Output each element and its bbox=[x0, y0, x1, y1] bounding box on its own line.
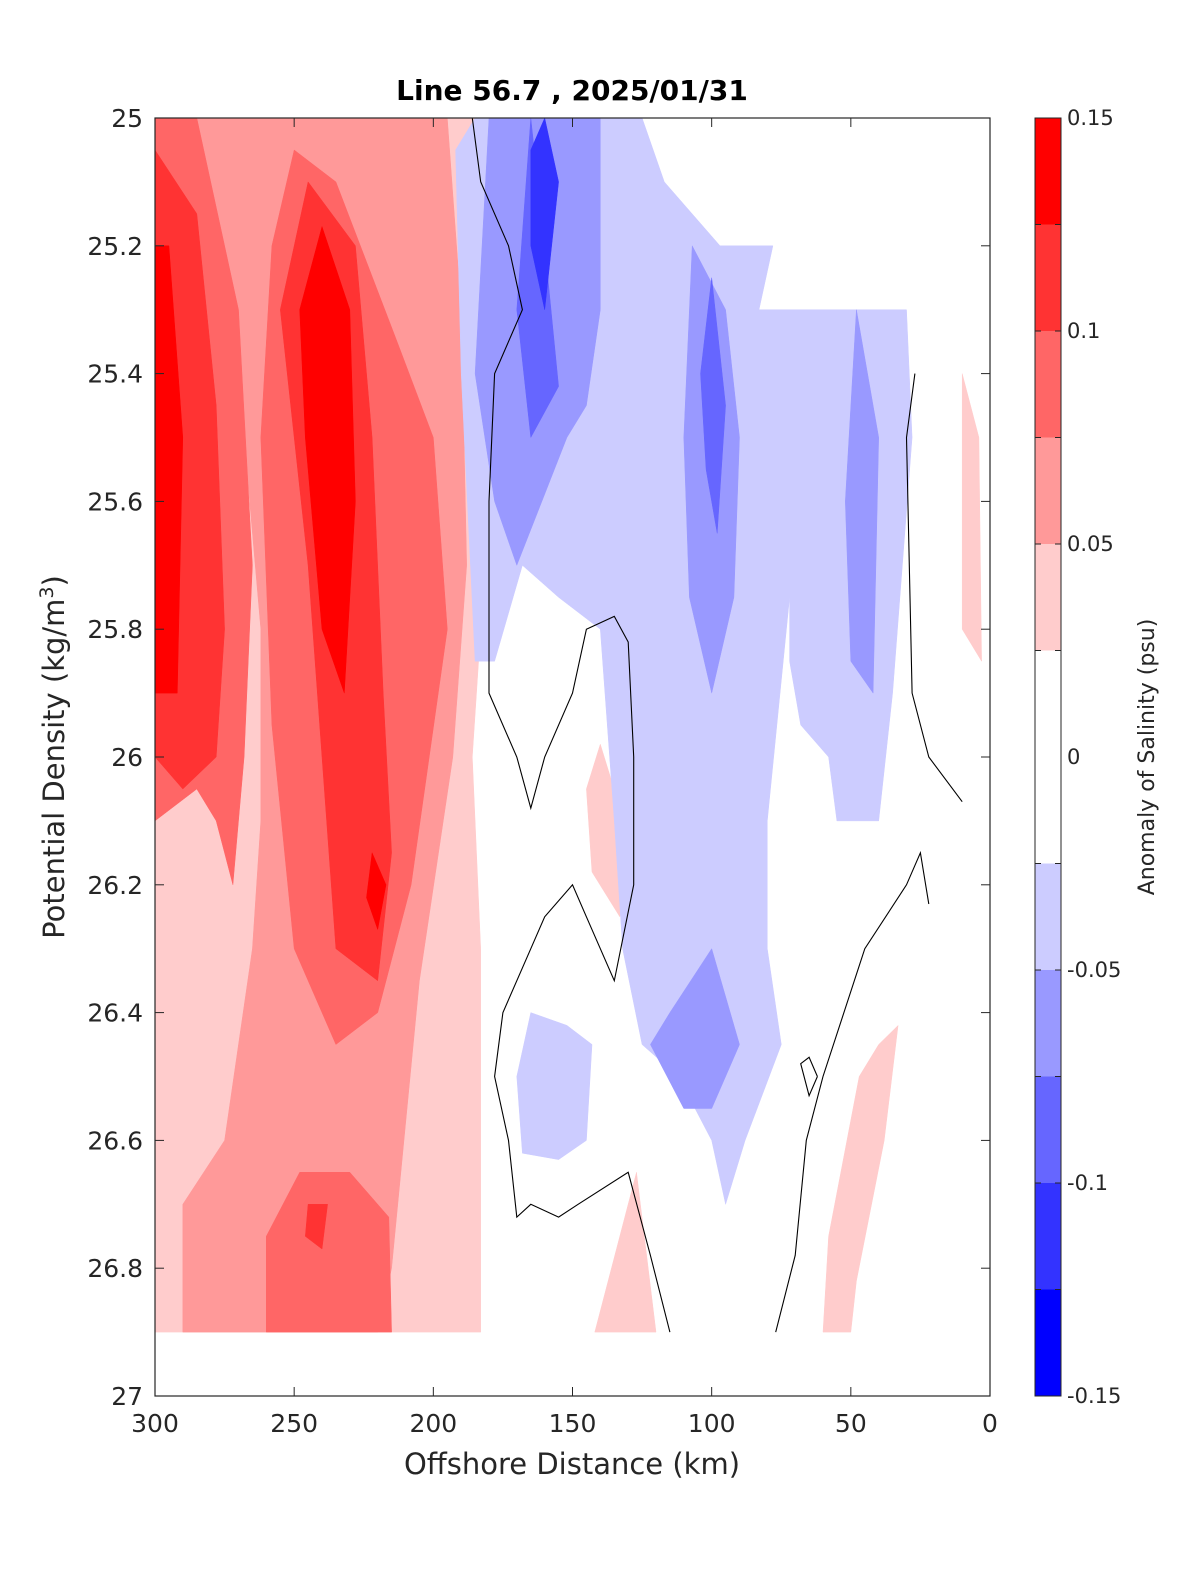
zero-contour-line-24 bbox=[471, 118, 671, 1333]
x-tick-label: 150 bbox=[549, 1409, 597, 1438]
anomaly-region-13 bbox=[299, 225, 356, 694]
anomaly-region-3 bbox=[594, 1172, 657, 1333]
colorbar-label: Anomaly of Salinity (psu) bbox=[1135, 619, 1160, 896]
anomaly-region-11 bbox=[305, 1204, 328, 1250]
y-tick-label: 26.6 bbox=[87, 1126, 143, 1155]
anomaly-region-14 bbox=[366, 851, 387, 931]
chart-title: Line 56.7 , 2025/01/31 bbox=[396, 74, 748, 107]
colorbar-swatch bbox=[1035, 863, 1061, 970]
y-tick-label: 26 bbox=[111, 743, 143, 772]
colorbar-tick-label: 0 bbox=[1067, 745, 1080, 769]
anomaly-region-19 bbox=[845, 309, 879, 694]
y-tick-label: 26.4 bbox=[87, 999, 143, 1028]
colorbar-swatch bbox=[1035, 1289, 1061, 1396]
y-tick-label: 25.2 bbox=[87, 232, 143, 261]
anomaly-region-22 bbox=[700, 277, 726, 534]
y-axis: 25 25.2 25.4 25.6 25.8 26 26.2 26.4 26.6 26.8 27 bbox=[87, 104, 990, 1411]
y-tick-label: 25 bbox=[111, 104, 143, 133]
colorbar-tick-label: 0.05 bbox=[1067, 532, 1114, 556]
x-tick-label: 50 bbox=[835, 1409, 867, 1438]
anomaly-region-20 bbox=[650, 948, 740, 1109]
colorbar-swatch bbox=[1035, 118, 1061, 225]
anomaly-region-2 bbox=[961, 373, 982, 663]
anomaly-region-1 bbox=[822, 1024, 899, 1333]
zero-contour-line-25 bbox=[775, 850, 930, 1333]
y-tick-label: 25.6 bbox=[87, 487, 143, 516]
colorbar-frame bbox=[1034, 117, 1062, 1397]
y-tick-label: 26.8 bbox=[87, 1254, 143, 1283]
colorbar-swatch bbox=[1035, 650, 1061, 864]
y-tick-label: 25.4 bbox=[87, 360, 143, 389]
y-tick-label: 26.2 bbox=[87, 871, 143, 900]
y-tick-label: 27 bbox=[111, 1382, 143, 1411]
colorbar-tick-label: -0.1 bbox=[1067, 1171, 1108, 1195]
x-tick-label: 0 bbox=[982, 1409, 998, 1438]
contour-regions bbox=[155, 118, 982, 1333]
colorbar-swatch bbox=[1035, 970, 1061, 1077]
zero-contours bbox=[471, 118, 963, 1333]
colorbar: 0.15 0.1 0.05 0 -0.05 -0.1 -0.15 bbox=[1034, 106, 1121, 1408]
colorbar-swatch bbox=[1035, 544, 1061, 651]
x-tick-label: 250 bbox=[270, 1409, 318, 1438]
x-tick-label: 300 bbox=[131, 1409, 179, 1438]
y-tick-label: 25.8 bbox=[87, 615, 143, 644]
colorbar-swatch bbox=[1035, 1076, 1061, 1183]
y-axis-label: Potential Density (kg/m3) bbox=[36, 575, 71, 939]
x-axis-label: Offshore Distance (km) bbox=[404, 1447, 740, 1481]
anomaly-region-16 bbox=[516, 1012, 593, 1160]
colorbar-tick-label: 0.15 bbox=[1067, 106, 1114, 130]
zero-contour-line-26 bbox=[905, 373, 963, 803]
colorbar-tick-label: 0.1 bbox=[1067, 319, 1100, 343]
colorbar-tick-label: -0.15 bbox=[1067, 1384, 1121, 1408]
zero-contour-line-27 bbox=[800, 1056, 818, 1098]
x-tick-label: 100 bbox=[688, 1409, 736, 1438]
colorbar-swatch bbox=[1035, 1183, 1061, 1290]
x-tick-label: 200 bbox=[409, 1409, 457, 1438]
colorbar-swatch bbox=[1035, 437, 1061, 544]
colorbar-swatch bbox=[1035, 331, 1061, 438]
x-axis: 300 250 200 150 100 50 0 bbox=[131, 118, 998, 1438]
colorbar-tick-label: -0.05 bbox=[1067, 958, 1121, 982]
colorbar-swatch bbox=[1035, 224, 1061, 331]
anomaly-region-23 bbox=[530, 118, 559, 310]
anomaly-region-8 bbox=[266, 1172, 392, 1333]
